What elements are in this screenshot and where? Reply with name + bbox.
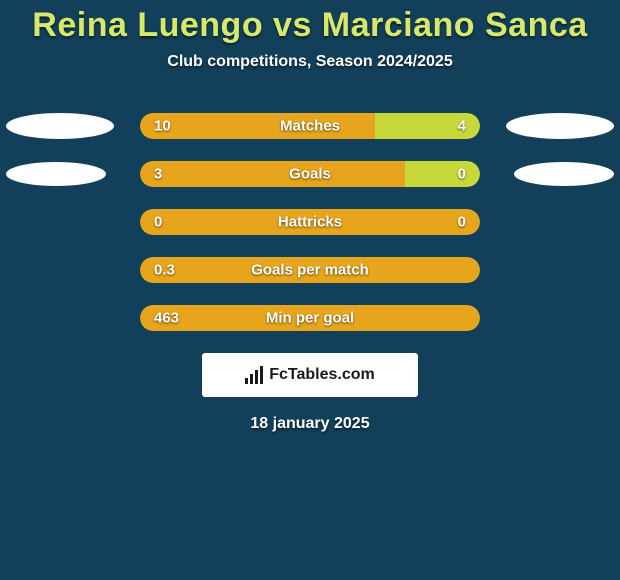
stat-bar: 3 0 Goals — [140, 161, 480, 187]
stat-label: Goals — [289, 166, 331, 183]
stat-value-right: 4 — [458, 118, 466, 135]
player-ellipse-right — [514, 162, 614, 186]
stat-value-left: 463 — [154, 310, 179, 327]
stat-bar: 0.3 Goals per match — [140, 257, 480, 283]
brand-text: FcTables.com — [269, 366, 375, 384]
stats-container: 10 4 Matches 3 0 Goals 0 0 Hattricks 0.3 Goals per… — [0, 113, 620, 331]
stat-value-right: 0 — [458, 166, 466, 183]
stat-row: 0.3 Goals per match — [0, 257, 620, 283]
stat-bar: 463 Min per goal — [140, 305, 480, 331]
stat-label: Hattricks — [278, 214, 342, 231]
stat-bar-left — [140, 161, 405, 187]
stat-value-left: 0 — [154, 214, 162, 231]
player-ellipse-left — [6, 162, 106, 186]
stat-label: Min per goal — [266, 310, 354, 327]
stat-bar: 10 4 Matches — [140, 113, 480, 139]
stat-bar-right — [405, 161, 480, 187]
stat-row: 0 0 Hattricks — [0, 209, 620, 235]
stat-value-left: 0.3 — [154, 262, 175, 279]
stat-row: 463 Min per goal — [0, 305, 620, 331]
player-ellipse-right — [506, 113, 614, 139]
brand-box: FcTables.com — [202, 353, 418, 397]
stat-value-right: 0 — [458, 214, 466, 231]
stat-row: 10 4 Matches — [0, 113, 620, 139]
stat-value-left: 10 — [154, 118, 171, 135]
stat-label: Matches — [280, 118, 340, 135]
stat-bar: 0 0 Hattricks — [140, 209, 480, 235]
footer-date: 18 january 2025 — [0, 415, 620, 433]
stat-row: 3 0 Goals — [0, 161, 620, 187]
page-subtitle: Club competitions, Season 2024/2025 — [0, 53, 620, 71]
player-ellipse-left — [6, 113, 114, 139]
chart-icon — [245, 366, 263, 384]
page-title: Reina Luengo vs Marciano Sanca — [0, 0, 620, 45]
stat-value-left: 3 — [154, 166, 162, 183]
stat-label: Goals per match — [251, 262, 369, 279]
